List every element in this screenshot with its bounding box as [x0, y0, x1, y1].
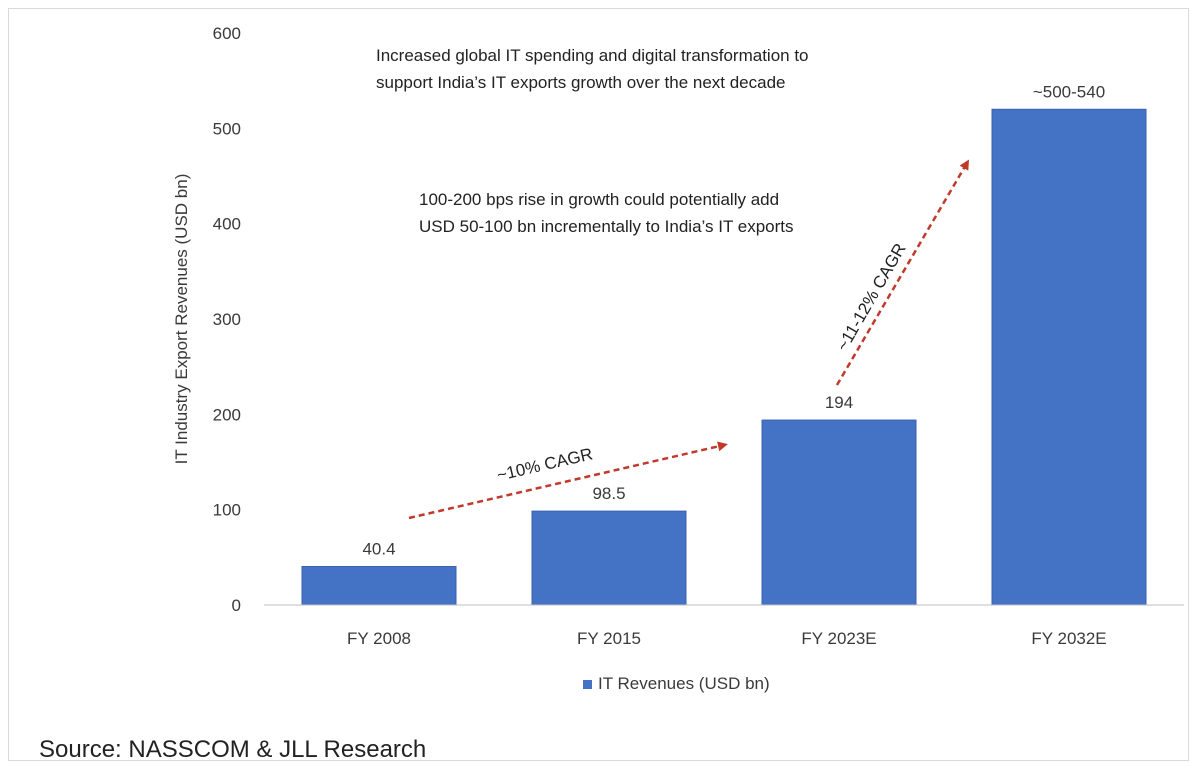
- data-label: 98.5: [592, 484, 625, 503]
- y-tick-label: 300: [213, 310, 241, 329]
- cagr-arrow-1: [408, 441, 728, 520]
- y-tick-label: 400: [213, 215, 241, 234]
- annotation-mid-line: USD 50-100 bn incrementally to India’s I…: [419, 217, 794, 236]
- source-note: Source: NASSCOM & JLL Research: [39, 736, 427, 763]
- bar: [531, 510, 687, 606]
- bar-chart: 0 100 200 300 400 500 600 IT Industry Export Re…: [172, 24, 1184, 648]
- legend: IT Revenues (USD bn): [583, 674, 770, 694]
- x-tick-label: FY 2008: [347, 629, 411, 648]
- x-tick-label: FY 2032E: [1031, 629, 1106, 648]
- cagr-label-2: ~11-12% CAGR: [833, 240, 910, 354]
- annotation-top-line: support India’s IT exports growth over t…: [376, 73, 786, 92]
- data-label: 194: [825, 393, 853, 412]
- data-label: 40.4: [362, 539, 395, 558]
- x-tick-label: FY 2015: [577, 629, 641, 648]
- y-axis-title: IT Industry Export Revenues (USD bn): [172, 174, 191, 465]
- legend-label: IT Revenues (USD bn): [598, 674, 770, 693]
- y-tick-label: 200: [213, 405, 241, 424]
- bar: [301, 565, 457, 606]
- legend-swatch: [583, 679, 592, 689]
- cagr-arrow-2: [835, 159, 970, 386]
- annotation-top-line: Increased global IT spending and digital…: [376, 46, 809, 65]
- y-tick-label: 500: [213, 119, 241, 138]
- bar: [991, 108, 1147, 606]
- y-tick-label: 600: [213, 24, 241, 43]
- data-label: ~500-540: [1033, 82, 1105, 101]
- y-tick-label: 0: [232, 596, 241, 615]
- chart-frame: 0 100 200 300 400 500 600 IT Industry Export Re…: [8, 8, 1189, 763]
- y-tick-label: 100: [213, 501, 241, 520]
- annotation-mid-line: 100-200 bps rise in growth could potenti…: [419, 190, 779, 209]
- x-tick-label: FY 2023E: [801, 629, 876, 648]
- bar: [761, 419, 917, 606]
